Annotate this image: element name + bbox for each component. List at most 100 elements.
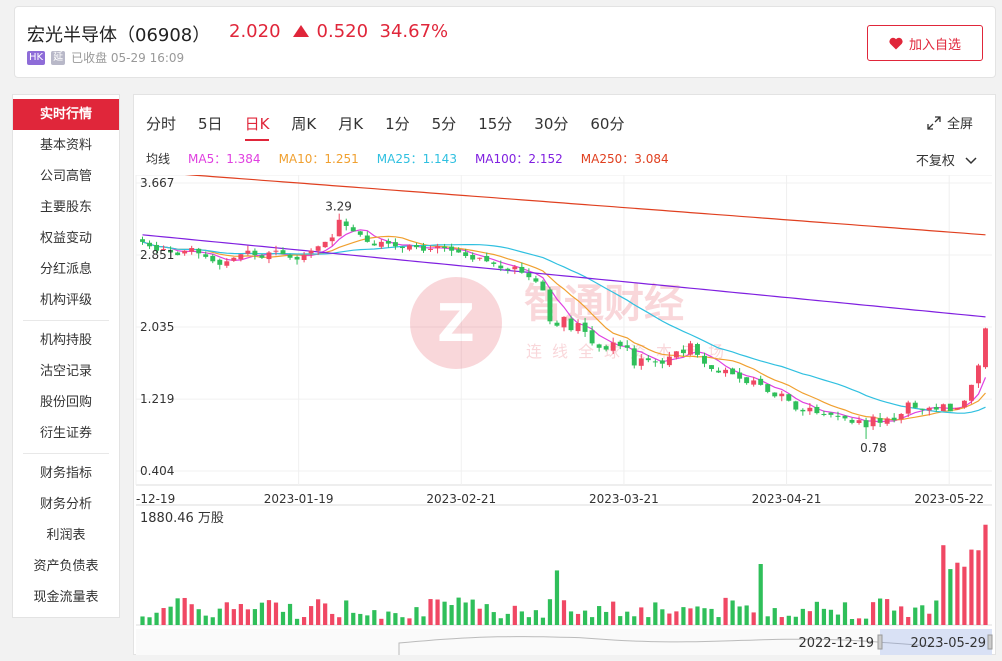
candle	[870, 416, 876, 427]
candle	[456, 249, 462, 253]
candle	[371, 243, 377, 246]
sidebar-item[interactable]: 分红派息	[39, 262, 92, 277]
volume-bar	[547, 599, 553, 625]
candle	[702, 355, 707, 364]
candle	[217, 259, 223, 265]
navigator-selection	[880, 629, 992, 655]
candle	[730, 368, 736, 375]
tab-period[interactable]: 30分	[534, 115, 569, 133]
add-watchlist-button[interactable]: 加入自选	[867, 25, 983, 61]
up-arrow-icon	[292, 25, 309, 37]
volume-bar	[772, 608, 777, 625]
volume-bar	[821, 608, 827, 625]
volume-bar	[892, 610, 897, 625]
volume-bar	[280, 611, 286, 625]
tab-period[interactable]: 5日	[198, 115, 223, 133]
volume-bar	[224, 602, 229, 625]
candle	[821, 413, 827, 415]
volume-bar	[217, 608, 222, 625]
ma-legend: 均线 MA5：1.384 MA10：1.251 MA25：1.143 MA100：2.…	[146, 150, 669, 167]
tab-period[interactable]: 60分	[590, 115, 625, 133]
volume-bar	[920, 605, 925, 625]
volume-bar	[976, 550, 981, 625]
volume-bar	[695, 606, 700, 625]
tab-period[interactable]: 日K	[244, 115, 270, 141]
tab-period[interactable]: 周K	[291, 115, 317, 133]
tab-period[interactable]: 月K	[338, 115, 364, 133]
sidebar-item[interactable]: 实时行情	[13, 99, 119, 130]
candle	[484, 256, 490, 262]
volume-bar	[758, 564, 763, 625]
sidebar-item[interactable]: 主要股东	[39, 200, 92, 215]
tab-period[interactable]: 15分	[478, 115, 513, 133]
candle	[695, 344, 700, 355]
candle	[638, 358, 644, 366]
sidebar-item[interactable]: 财务分析	[39, 497, 92, 512]
candle	[561, 316, 567, 328]
sidebar-item[interactable]: 机构评级	[39, 293, 92, 308]
volume-bar	[386, 611, 391, 625]
candle	[673, 351, 679, 358]
sidebar-item[interactable]: 现金流量表	[33, 590, 99, 605]
ma-legend-item: MA25：1.143	[376, 152, 457, 166]
kline-chart[interactable]: Z 智通财经 连线全球资本市场 3.6672.8512.0351.2190.40…	[134, 175, 997, 656]
candle	[898, 413, 904, 420]
sidebar-item[interactable]: 利润表	[46, 528, 86, 543]
sidebar-item[interactable]: 公司高管	[39, 169, 92, 184]
volume-bar	[414, 607, 419, 625]
volume-bar	[456, 597, 461, 625]
x-tick-label: -12-19	[136, 492, 175, 506]
candle	[540, 281, 546, 291]
sidebar-item[interactable]: 资产负债表	[33, 559, 99, 574]
candle	[912, 402, 918, 408]
volume-bar	[849, 618, 855, 625]
volume-bar	[259, 602, 265, 625]
navigator-handle[interactable]	[877, 634, 883, 650]
sidebar-item[interactable]: 股份回购	[39, 395, 92, 410]
volume-bar	[828, 609, 834, 625]
adjust-select[interactable]: 不复权	[916, 150, 977, 169]
candle	[568, 318, 574, 331]
candle	[273, 250, 279, 252]
sidebar-item[interactable]: 基本资料	[39, 138, 92, 153]
volume-bar	[266, 600, 272, 625]
volume-bar	[512, 605, 517, 625]
volume-bar	[744, 605, 749, 625]
tab-period[interactable]: 1分	[385, 115, 410, 133]
volume-bar	[238, 604, 243, 625]
navigator-handle[interactable]	[987, 634, 993, 650]
sidebar-item[interactable]: 权益变动	[39, 231, 92, 246]
volume-bar	[561, 600, 567, 625]
volume-bar	[442, 601, 447, 625]
sidebar-item[interactable]: 机构持股	[39, 333, 92, 348]
candle	[933, 407, 939, 410]
volume-bar	[955, 562, 960, 625]
volume-bar	[604, 611, 609, 625]
volume-bar	[814, 601, 819, 625]
tab-period[interactable]: 5分	[431, 115, 457, 133]
x-tick-label: 2023-04-21	[752, 492, 822, 506]
candle	[470, 254, 476, 260]
candle	[287, 254, 293, 258]
volume-bar	[252, 609, 258, 625]
volume-bar	[800, 608, 805, 625]
volume-bar	[540, 617, 546, 625]
tab-period[interactable]: 分时	[146, 115, 177, 133]
sidebar-item[interactable]: 沽空记录	[39, 364, 92, 379]
fullscreen-button[interactable]: 全屏	[927, 113, 973, 132]
heart-icon	[889, 37, 903, 49]
sidebar-item[interactable]: 财务指标	[39, 466, 92, 481]
ma-legend-item: MA250：3.084	[580, 152, 669, 166]
candle	[196, 248, 202, 254]
sidebar-item[interactable]: 衍生证券	[39, 426, 92, 441]
candle	[617, 341, 623, 347]
high-annotation: 3.29	[325, 199, 352, 213]
candle	[442, 246, 448, 249]
stock-quote: 2.020 0.520 34.67%	[229, 21, 448, 42]
ma-legend-item: MA5：1.384	[188, 152, 261, 166]
watermark-logo-icon	[410, 277, 502, 369]
volume-bar	[934, 600, 939, 625]
candle	[877, 418, 883, 423]
volume-bar	[449, 605, 454, 625]
candle	[947, 403, 953, 412]
